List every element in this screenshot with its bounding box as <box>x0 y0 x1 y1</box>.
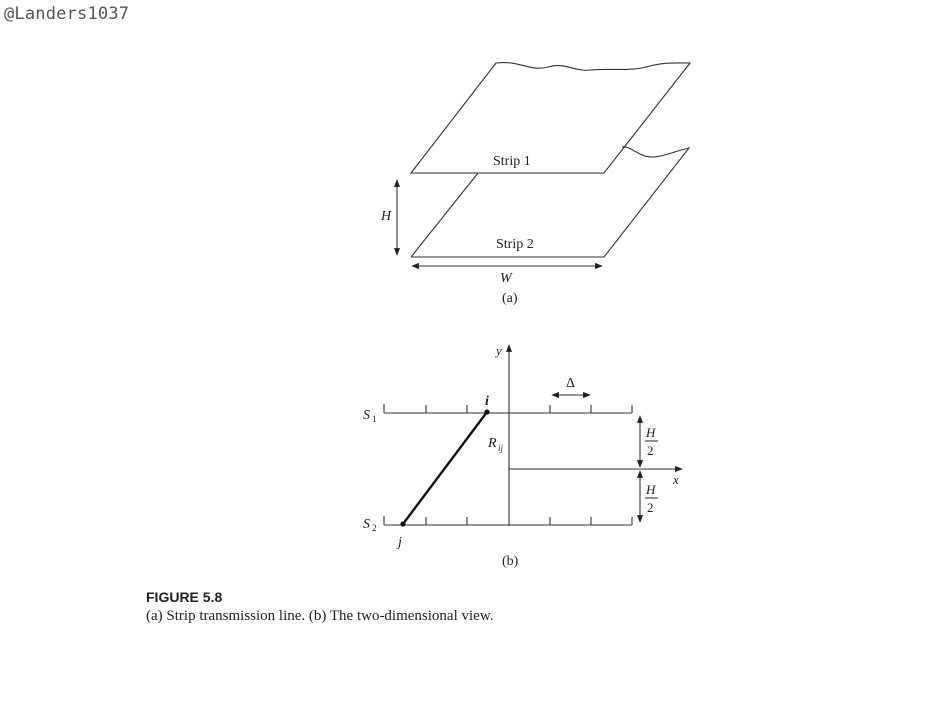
strip-2-plane <box>410 146 691 258</box>
rij-subscript: ij <box>498 443 504 453</box>
point-i <box>484 409 490 415</box>
x-axis-label: x <box>672 472 679 487</box>
figure-caption-title: FIGURE 5.8 <box>146 589 223 605</box>
width-label: W <box>500 271 513 286</box>
half-h-upper-numerator: H <box>645 425 656 440</box>
rij-segment <box>402 411 488 525</box>
strip-2-label: Strip 2 <box>496 237 534 252</box>
rij-label: R <box>487 436 497 451</box>
half-h-lower-numerator: H <box>645 482 656 497</box>
watermark: @Landers1037 <box>4 4 130 24</box>
point-j <box>400 521 406 527</box>
y-axis-label: y <box>494 343 502 358</box>
height-label: H <box>380 209 392 224</box>
panel-a-label: (a) <box>502 291 518 306</box>
point-j-label: j <box>396 535 402 550</box>
panel-b-label: (b) <box>502 554 519 569</box>
strip-1-plane <box>409 61 692 174</box>
half-h-upper-denominator: 2 <box>647 443 654 458</box>
figure-caption-text: (a) Strip transmission line. (b) The two… <box>146 608 494 624</box>
s2-label: S <box>363 517 370 532</box>
strip-1-label: Strip 1 <box>493 154 531 169</box>
half-h-lower-denominator: 2 <box>647 500 654 515</box>
panel-b <box>383 344 683 526</box>
s1-subscript: 1 <box>372 414 377 424</box>
s2-subscript: 2 <box>372 523 377 533</box>
point-i-label: i <box>485 394 489 409</box>
panel-a <box>393 61 692 270</box>
delta-label: Δ <box>566 376 575 391</box>
s1-label: S <box>363 408 370 423</box>
